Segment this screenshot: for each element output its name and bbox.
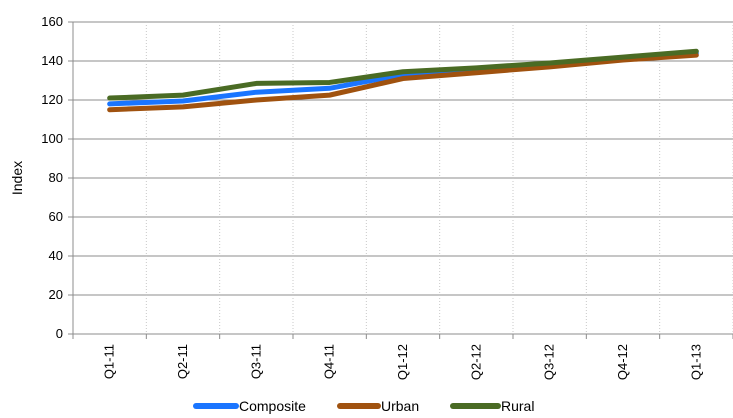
x-tick-label: Q3-12 [542,344,557,380]
x-tick-label: Q2-12 [468,344,483,380]
y-tick-label: 100 [41,131,63,146]
series-lines [107,48,699,113]
legend-label-composite: Composite [239,398,306,414]
y-tick-label: 160 [41,14,63,29]
y-tick-label: 20 [49,287,63,302]
legend-label-rural: Rural [501,398,534,414]
legend-label-urban: Urban [381,398,419,414]
y-tick-label: 0 [56,326,63,341]
y-tick-label: 120 [41,92,63,107]
x-tick-label: Q1-12 [395,344,410,380]
series-line-rural [107,48,699,101]
x-tick-label: Q2-11 [175,344,190,379]
x-tick-label: Q3-11 [248,344,263,379]
axes [68,21,733,339]
x-tick-label: Q1-13 [688,344,703,380]
series-line-urban [107,52,699,113]
y-tick-label: 40 [49,248,63,263]
x-tick-label: Q1-11 [102,344,117,379]
tick-labels: 0 20 40 60 80 100 120 140 160 Q1-11 Q2-11 Q3-11 Q4-1… [41,14,703,380]
y-axis-title: Index [9,161,25,195]
y-tick-label: 80 [49,170,63,185]
grid-lines [73,21,733,334]
y-tick-label: 60 [49,209,63,224]
x-tick-label: Q4-12 [615,344,630,380]
legend: Composite Urban Rural [193,398,534,414]
x-tick-label: Q4-11 [322,344,337,379]
y-tick-label: 140 [41,53,63,68]
